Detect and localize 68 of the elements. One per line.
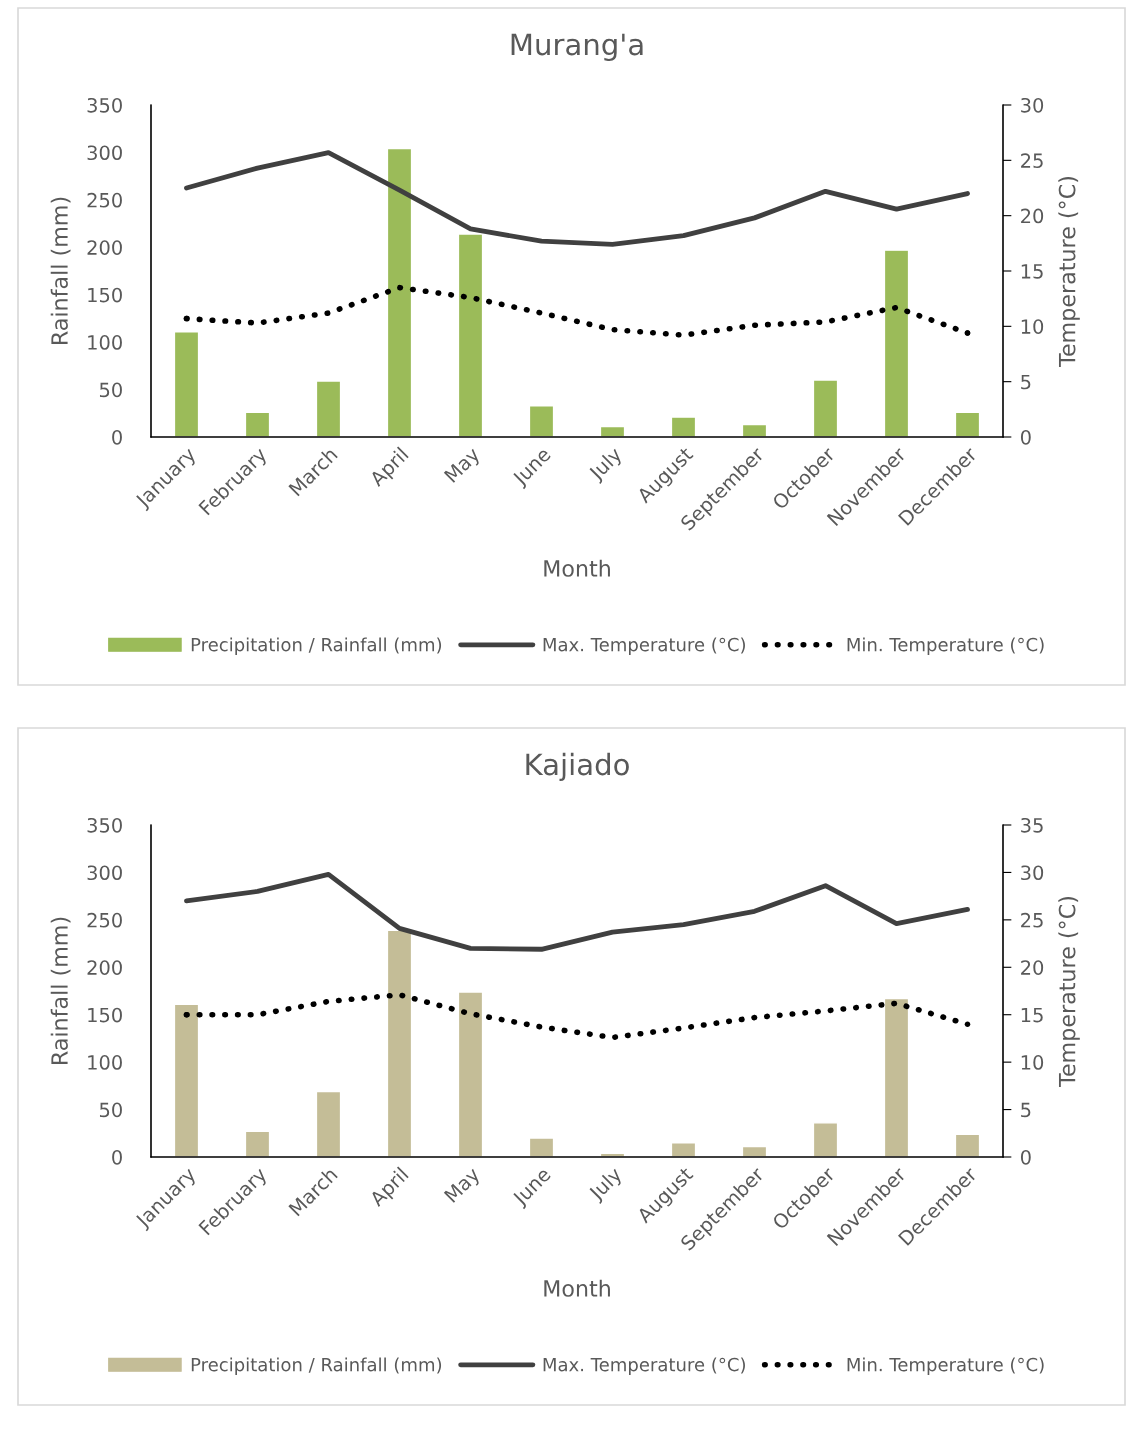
bar bbox=[670, 416, 697, 437]
y2-tick-label: 35 bbox=[1021, 817, 1043, 833]
y-tick-label: 250 bbox=[87, 192, 122, 208]
y-tick-label: 350 bbox=[87, 817, 122, 833]
legend-label: Min. Temperature (°C) bbox=[847, 1357, 1044, 1375]
bar bbox=[386, 147, 413, 437]
y2-tick-label: 25 bbox=[1021, 912, 1043, 928]
y2-tick-label: 20 bbox=[1021, 208, 1044, 224]
legend-label: Precipitation / Rainfall (mm) bbox=[191, 1357, 442, 1375]
y2-tick-label: 20 bbox=[1021, 960, 1044, 975]
x-axis-title: Month bbox=[544, 1279, 610, 1297]
y2-axis-title: Temperature (°C) bbox=[1058, 177, 1080, 367]
y-tick-label: 0 bbox=[112, 429, 122, 445]
legend-label: Precipitation / Rainfall (mm) bbox=[191, 637, 442, 655]
bar bbox=[883, 249, 910, 437]
bar bbox=[670, 1142, 697, 1157]
bar bbox=[812, 1122, 839, 1157]
bar bbox=[528, 405, 555, 437]
bar bbox=[315, 1090, 342, 1157]
legend-label: Max. Temperature (°C) bbox=[543, 1357, 745, 1375]
bar bbox=[386, 929, 413, 1157]
y2-tick-label: 30 bbox=[1021, 865, 1044, 881]
legend-label: Min. Temperature (°C) bbox=[847, 637, 1044, 655]
y2-axis-title: Temperature (°C) bbox=[1058, 897, 1080, 1087]
line-series bbox=[184, 150, 970, 247]
bar bbox=[315, 380, 342, 437]
bar bbox=[812, 379, 839, 437]
chart-title: Kajiado bbox=[526, 752, 629, 782]
bar bbox=[173, 331, 200, 437]
y-tick-label: 350 bbox=[87, 97, 122, 113]
y-tick-label: 150 bbox=[88, 287, 122, 303]
y2-tick-label: 0 bbox=[1020, 429, 1031, 445]
y-tick-label: 150 bbox=[88, 1007, 122, 1023]
y2-tick-label: 5 bbox=[1021, 374, 1031, 390]
y-axis-title: Rainfall (mm) bbox=[50, 197, 71, 344]
y-tick-label: 50 bbox=[99, 382, 122, 398]
y-tick-label: 250 bbox=[87, 912, 122, 928]
bar bbox=[173, 1003, 200, 1157]
chart-title: Murang'a bbox=[511, 33, 643, 62]
y2-tick-label: 15 bbox=[1021, 1007, 1043, 1023]
y-tick-label: 300 bbox=[87, 145, 122, 161]
bar bbox=[528, 1137, 555, 1157]
y2-tick-label: 10 bbox=[1021, 319, 1044, 334]
y-tick-label: 0 bbox=[112, 1149, 122, 1165]
y-tick-label: 200 bbox=[87, 960, 122, 975]
y2-tick-label: 25 bbox=[1021, 153, 1043, 168]
bar bbox=[883, 997, 910, 1157]
bar bbox=[954, 411, 981, 437]
x-axis-title: Month bbox=[544, 559, 610, 577]
bar bbox=[954, 1133, 981, 1157]
line-series bbox=[184, 871, 970, 952]
bar bbox=[457, 233, 484, 437]
y-tick-label: 200 bbox=[87, 240, 122, 255]
y2-tick-label: 10 bbox=[1021, 1055, 1044, 1070]
y-tick-label: 100 bbox=[88, 335, 122, 350]
bar bbox=[244, 1130, 271, 1157]
bar bbox=[244, 411, 271, 437]
y-tick-label: 100 bbox=[88, 1055, 122, 1070]
y-axis-title: Rainfall (mm) bbox=[50, 917, 71, 1064]
y2-tick-label: 15 bbox=[1021, 264, 1043, 279]
y2-tick-label: 0 bbox=[1020, 1149, 1031, 1165]
y-tick-label: 50 bbox=[99, 1102, 122, 1118]
y2-tick-label: 5 bbox=[1021, 1102, 1031, 1118]
y-tick-label: 300 bbox=[87, 865, 122, 881]
bar bbox=[741, 423, 768, 437]
y2-tick-label: 30 bbox=[1021, 97, 1044, 113]
legend-label: Max. Temperature (°C) bbox=[543, 637, 745, 655]
bar bbox=[457, 991, 484, 1157]
